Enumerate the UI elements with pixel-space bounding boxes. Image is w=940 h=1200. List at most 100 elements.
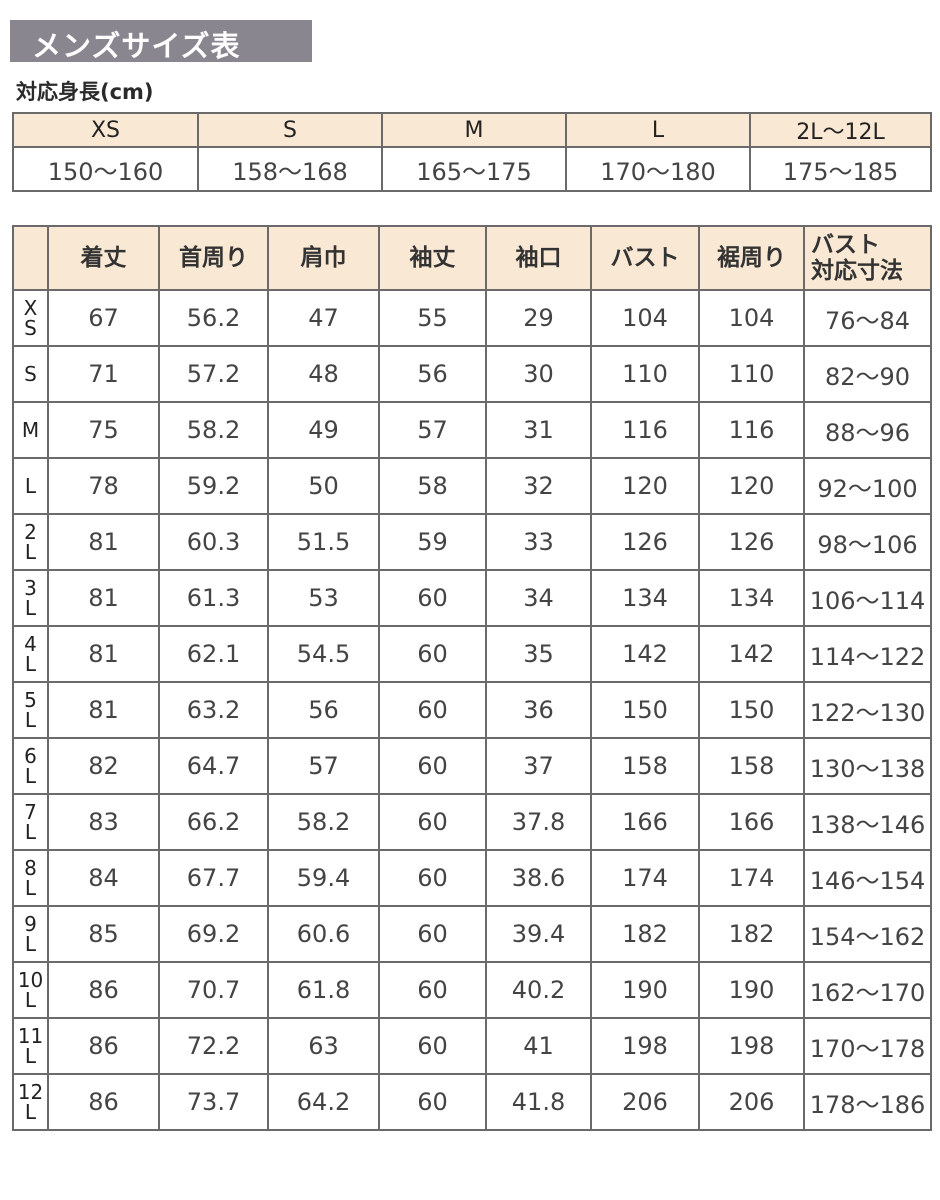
column-header-bust-range: バスト 対応寸法 [803, 225, 932, 291]
table-cell: 174 [698, 849, 805, 907]
table-cell: 126 [698, 513, 805, 571]
table-cell: 138〜146 [803, 793, 932, 851]
table-cell: 104 [698, 289, 805, 347]
size-label-part: L [24, 708, 37, 732]
size-label-part: 7 [24, 800, 37, 824]
column-header: 肩巾 [267, 225, 380, 291]
table-cell: 60 [378, 737, 487, 795]
table-cell: 98〜106 [803, 513, 932, 571]
table-cell: 37 [485, 737, 592, 795]
table-cell: 61.8 [267, 961, 380, 1019]
height-range: 165〜175 [381, 146, 567, 192]
table-cell: 49 [267, 401, 380, 459]
size-header: 2L〜12L [749, 112, 932, 148]
table-cell: 38.6 [485, 849, 592, 907]
table-cell: 126 [590, 513, 700, 571]
table-cell: 110 [698, 345, 805, 403]
table-cell: 67.7 [158, 849, 269, 907]
table-cell: 58 [378, 457, 487, 515]
table-cell: 130〜138 [803, 737, 932, 795]
page-title: メンズサイズ表 [32, 29, 241, 63]
table-cell: 73.7 [158, 1073, 269, 1131]
table-cell: 81 [47, 513, 160, 571]
table-cell: 55 [378, 289, 487, 347]
table-row: 11 L 86 72.2 63 60 41 198 198 170〜178 [12, 1017, 932, 1075]
table-cell: 31 [485, 401, 592, 459]
table-cell: 57 [378, 401, 487, 459]
table-row: 10 L 86 70.7 61.8 60 40.2 190 190 162〜170 [12, 961, 932, 1019]
table-cell: 134 [590, 569, 700, 627]
table-cell: 60 [378, 625, 487, 683]
table-row: 9 L 85 69.2 60.6 60 39.4 182 182 154〜162 [12, 905, 932, 963]
height-table: XS S M L 2L〜12L 150〜160 158〜168 165〜175 … [12, 112, 932, 192]
table-cell: 190 [698, 961, 805, 1019]
column-header: バスト [590, 225, 700, 291]
table-row: L 78 59.2 50 58 32 120 120 92〜100 [12, 457, 932, 515]
table-cell: 142 [590, 625, 700, 683]
table-row: S 71 57.2 48 56 30 110 110 82〜90 [12, 345, 932, 403]
size-label-part: L [24, 932, 37, 956]
table-cell: 81 [47, 681, 160, 739]
table-cell: 81 [47, 625, 160, 683]
table-cell: 64.7 [158, 737, 269, 795]
table-cell: 158 [698, 737, 805, 795]
table-cell: 35 [485, 625, 592, 683]
table-cell: 60 [378, 1017, 487, 1075]
table-cell: 116 [698, 401, 805, 459]
header-line: バスト [811, 232, 880, 258]
table-cell: 92〜100 [803, 457, 932, 515]
table-cell: 60.3 [158, 513, 269, 571]
table-cell: 59 [378, 513, 487, 571]
size-label-part: 10 [17, 968, 44, 992]
table-cell: 51.5 [267, 513, 380, 571]
column-header: 着丈 [47, 225, 160, 291]
size-table: 着丈 首周り 肩巾 袖丈 袖口 バスト 裾周り バスト 対応寸法 X S 67 56.2… [12, 225, 932, 1131]
row-size-label: S [12, 345, 49, 403]
table-cell: 66.2 [158, 793, 269, 851]
table-cell: 206 [590, 1073, 700, 1131]
table-cell: 58.2 [158, 401, 269, 459]
size-label-part: L [24, 1100, 37, 1124]
table-cell: 56.2 [158, 289, 269, 347]
table-row: X S 67 56.2 47 55 29 104 104 76〜84 [12, 289, 932, 347]
table-cell: 30 [485, 345, 592, 403]
table-cell: 76〜84 [803, 289, 932, 347]
table-cell: 71 [47, 345, 160, 403]
title-banner: メンズサイズ表 [10, 20, 312, 63]
table-cell: 75 [47, 401, 160, 459]
table-cell: 60 [378, 849, 487, 907]
table-cell: 82 [47, 737, 160, 795]
size-label-part: 9 [24, 912, 37, 936]
row-size-label: 11 L [12, 1017, 49, 1075]
size-label-part: S [24, 316, 37, 340]
height-section-label: 対応身長(cm) [16, 80, 154, 104]
table-cell: 63 [267, 1017, 380, 1075]
size-header: M [381, 112, 567, 148]
size-header: L [565, 112, 751, 148]
column-header: 首周り [158, 225, 269, 291]
table-cell: 166 [698, 793, 805, 851]
table-cell: 50 [267, 457, 380, 515]
table-cell: 198 [698, 1017, 805, 1075]
table-cell: 122〜130 [803, 681, 932, 739]
table-row: 12 L 86 73.7 64.2 60 41.8 206 206 178〜186 [12, 1073, 932, 1131]
table-cell: 58.2 [267, 793, 380, 851]
table-cell: 85 [47, 905, 160, 963]
table-cell: 198 [590, 1017, 700, 1075]
table-cell: 72.2 [158, 1017, 269, 1075]
table-cell: 60 [378, 569, 487, 627]
table-row: M 75 58.2 49 57 31 116 116 88〜96 [12, 401, 932, 459]
table-cell: 120 [698, 457, 805, 515]
table-row: 4 L 81 62.1 54.5 60 35 142 142 114〜122 [12, 625, 932, 683]
height-range: 158〜168 [197, 146, 383, 192]
size-label-part: 3 [24, 576, 37, 600]
table-cell: 39.4 [485, 905, 592, 963]
table-cell: 150 [590, 681, 700, 739]
table-cell: 70.7 [158, 961, 269, 1019]
